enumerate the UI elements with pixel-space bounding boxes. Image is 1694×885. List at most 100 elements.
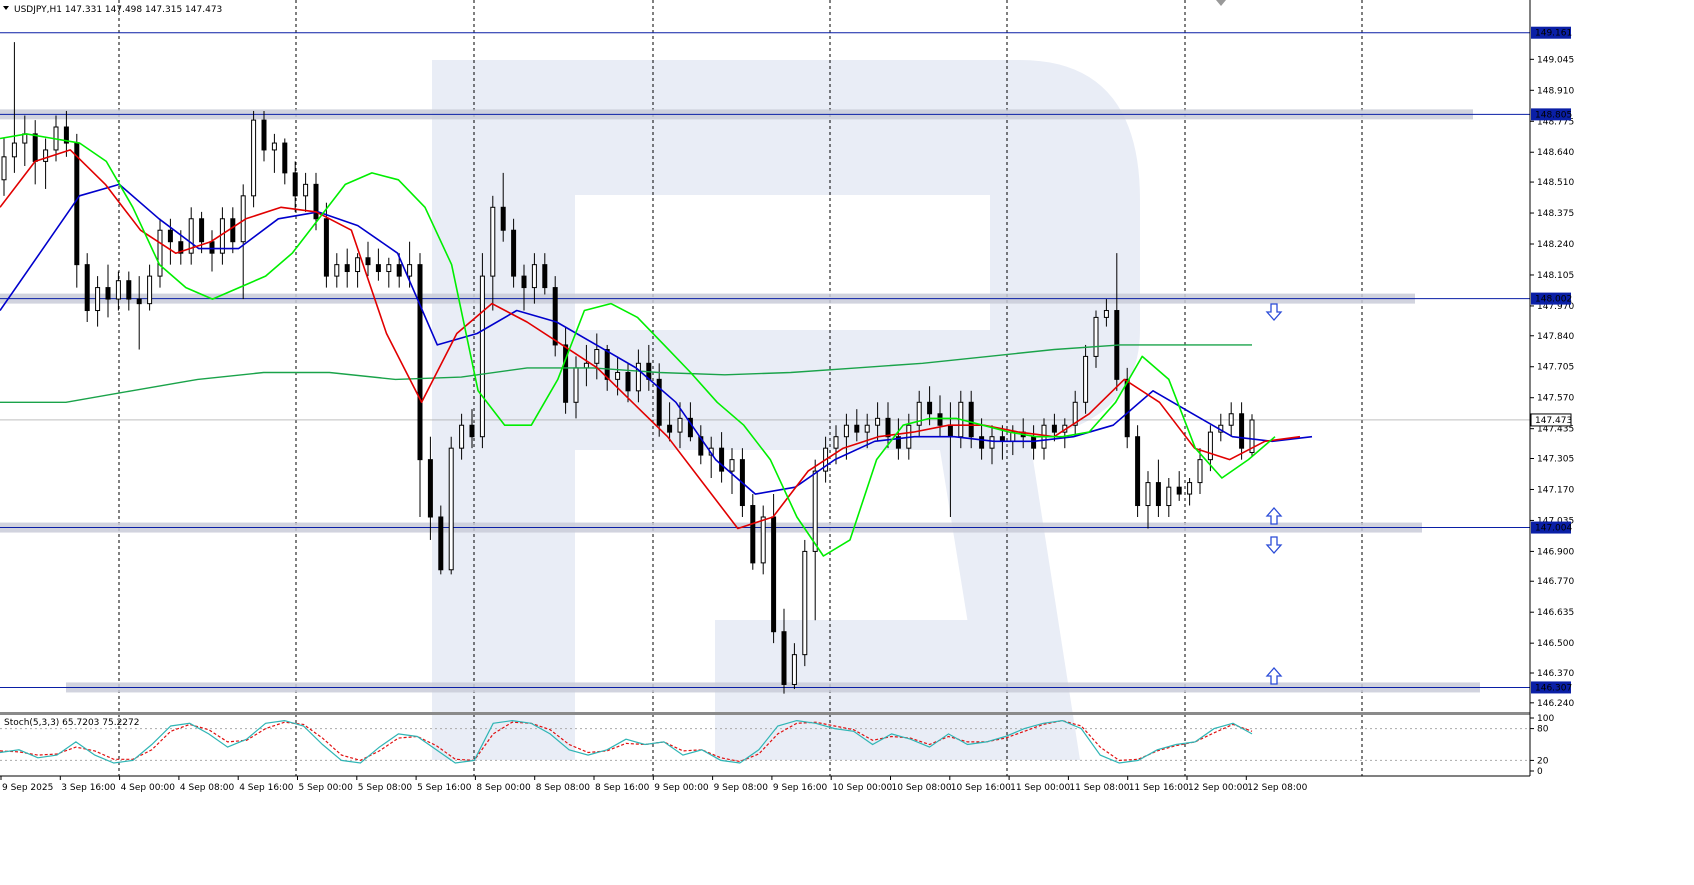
candle-bull [1187,482,1193,495]
level-price-label: 147.004 [1535,524,1572,534]
price-tick-label: 146.635 [1537,608,1574,618]
time-axis-label: 9 Sep 2025 [2,783,53,793]
candle-bear [292,172,298,197]
time-axis-label: 11 Sep 00:00 [1010,783,1070,793]
candle-bear [199,218,205,243]
candle-bull [251,119,257,197]
candle-bear [667,424,673,433]
candle-bear [167,229,173,243]
symbol-dropdown-icon[interactable] [3,6,9,10]
stoch-tick-label: 20 [1537,756,1549,766]
ma-slow-green-line [0,344,1252,403]
price-tick-label: 147.035 [1537,516,1574,526]
candle-bull [303,183,309,197]
candle-bull [791,654,797,685]
candle-bull [95,287,101,312]
time-axis-label: 11 Sep 08:00 [1069,783,1129,793]
candle-bull [635,362,641,392]
arrow-down-icon [1265,536,1283,554]
candle-bull [459,424,465,449]
candle-bear [698,436,704,456]
time-axis-label: 12 Sep 08:00 [1247,783,1307,793]
candle-bear [438,516,444,571]
level-price-tag [1531,521,1571,534]
candle-bull [147,275,153,305]
candle-bear [427,459,433,518]
candle-bull [843,424,849,438]
time-axis-label: 11 Sep 16:00 [1129,783,1189,793]
time-axis-label: 10 Sep 16:00 [951,783,1011,793]
candle-bull [1249,419,1255,454]
time-axis-label: 8 Sep 08:00 [536,783,591,793]
candle-bull [1,156,7,181]
candle-bull [11,142,17,158]
candle-bull [355,257,361,273]
candle-bear [32,133,38,162]
candle-bull [1197,459,1203,484]
candle-bear [136,298,142,305]
price-tick-label: 146.370 [1537,669,1574,679]
stoch-d-line [0,719,1253,763]
candle-bear [261,119,267,151]
candle-bear [719,447,725,472]
candle-bull [448,447,454,571]
candle-bear [469,424,475,438]
level-price-tag [1531,26,1571,39]
candle-bear [542,264,548,289]
candle-bear [885,417,891,438]
time-axis-label: 9 Sep 00:00 [654,783,709,793]
panel-separator [0,712,1530,715]
candle-bear [511,229,517,277]
price-tick-label: 147.840 [1537,332,1574,342]
stoch-tick-label: 80 [1537,725,1549,735]
candle-bull [875,417,881,426]
price-tick-label: 148.105 [1537,271,1574,281]
price-tick-label: 147.705 [1537,363,1574,373]
candle-bear [396,264,402,277]
candle-bear [365,257,371,266]
price-tick-label: 146.500 [1537,639,1574,649]
price-tick-label: 146.770 [1537,577,1574,587]
time-axis-label: 8 Sep 16:00 [595,783,650,793]
time-axis-label: 4 Sep 00:00 [121,783,176,793]
candle-bull [1166,486,1172,507]
candle-bear [178,241,184,254]
candle-bull [916,401,922,426]
candle-bull [334,264,340,277]
candle-bull [729,459,735,472]
time-axis-label: 12 Sep 00:00 [1188,783,1248,793]
candle-bear [1051,424,1057,433]
shift-marker-icon[interactable] [1216,0,1226,6]
price-tick-label: 147.170 [1537,485,1574,495]
arrow-down-icon [1265,303,1283,321]
candle-bull [864,424,870,433]
time-axis-label: 3 Sep 16:00 [61,783,116,793]
candle-bull [760,516,766,564]
candle-bear [282,142,288,174]
time-axis-label: 10 Sep 08:00 [892,783,952,793]
ma-blue-line [0,183,1313,495]
price-tick-label: 146.900 [1537,547,1574,557]
candle-bull [188,218,194,254]
watermark-logo [432,60,1140,760]
price-tick-label: 147.305 [1537,455,1574,465]
candle-bear [1176,486,1182,495]
ma-red-line [0,149,1301,530]
candle-bear [500,206,506,231]
candle-bear [417,264,423,461]
chart-header-symbol: USDJPY,H1 147.331 147.498 147.315 147.47… [14,5,222,15]
candle-bear [552,287,558,346]
level-price-tag [1531,292,1571,305]
candle-bear [656,378,662,426]
level-price-label: 146.307 [1535,683,1572,693]
candle-bull [531,264,537,289]
current-price-tag [1530,413,1572,427]
candle-bear [927,401,933,415]
candle-bear [1135,436,1141,507]
candle-bull [812,470,818,552]
price-tick-label: 147.970 [1537,302,1574,312]
price-tick-label: 148.640 [1537,148,1574,158]
stoch-tick-label: 0 [1537,767,1543,777]
candle-bear [344,264,350,273]
